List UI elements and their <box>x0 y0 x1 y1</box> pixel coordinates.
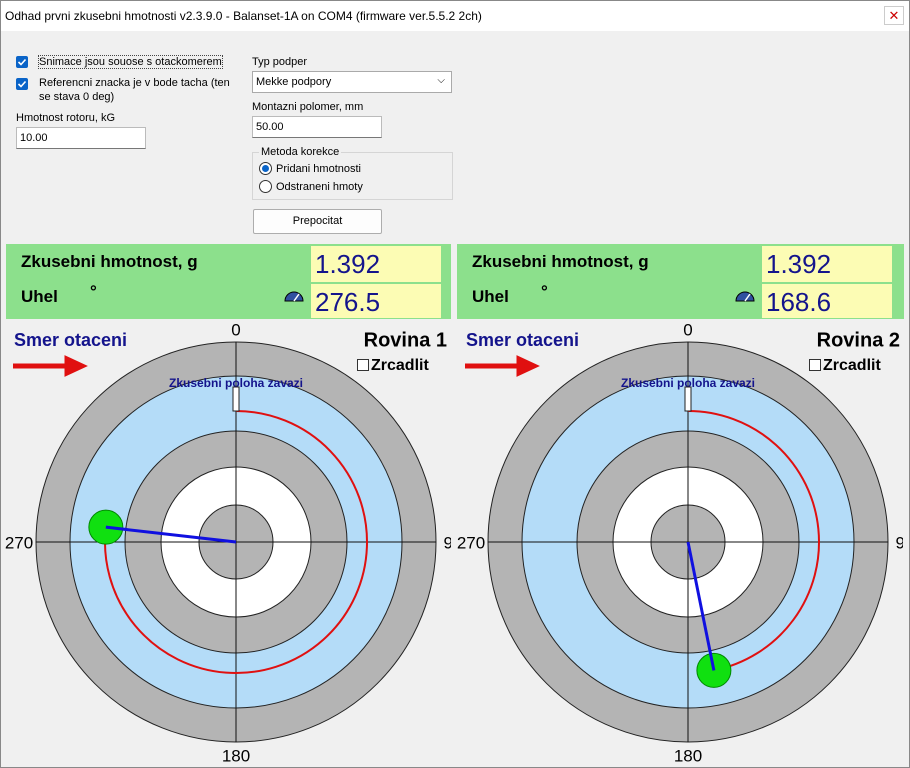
mirror-label: Zrcadlit <box>371 357 429 374</box>
weight-dot <box>88 509 124 545</box>
angle-tick-label: 270 <box>5 533 33 552</box>
angle-value: 168.6 <box>762 284 892 318</box>
plane-label: Rovina 2 <box>817 329 900 351</box>
radio-remove[interactable] <box>259 180 272 193</box>
angle-label: Uhel <box>472 287 509 306</box>
rotation-arc <box>687 410 820 672</box>
close-button[interactable]: ✕ <box>884 6 904 25</box>
zero-marker <box>684 386 692 412</box>
gauge-icon <box>284 289 304 302</box>
rotor-mass-input[interactable]: 10.00 <box>16 127 146 149</box>
angle-unit: ° <box>541 282 548 301</box>
angle-tick-label: 90 <box>444 533 451 552</box>
angle-tick-label: 180 <box>674 746 702 763</box>
angle-tick-label: 90 <box>896 533 903 552</box>
angle-label: Uhel <box>21 287 58 306</box>
mount-radius-label: Montazni polomer, mm <box>252 101 364 113</box>
angle-tick-label: 270 <box>457 533 485 552</box>
title-bar: Odhad prvni zkusebni hmotnosti v2.3.9.0 … <box>1 1 909 31</box>
weight-vector <box>686 541 716 671</box>
weight-dot <box>696 652 732 688</box>
mirror-checkbox[interactable] <box>357 359 369 371</box>
correction-label: Metoda korekce <box>259 146 342 158</box>
mass-label: Zkusebni hmotnost, g <box>472 252 649 271</box>
mount-radius-input[interactable]: 50.00 <box>252 116 382 138</box>
rotation-arrow <box>465 355 540 377</box>
rotation-arrow <box>13 355 88 377</box>
reference-checkbox[interactable] <box>16 78 28 90</box>
coaxial-label: Snimace jsou souose s otackomerem <box>38 55 223 69</box>
reference-label: se stava 0 deg) <box>39 91 115 103</box>
mirror-label: Zrcadlit <box>823 357 881 374</box>
mirror-checkbox[interactable] <box>809 359 821 371</box>
recalc-button[interactable]: Prepocitat <box>253 209 382 234</box>
gauge-icon <box>735 289 755 302</box>
position-label: Zkusebni poloha zavazi <box>169 376 303 390</box>
window-title: Odhad prvni zkusebni hmotnosti v2.3.9.0 … <box>5 9 482 23</box>
support-type-value: Mekke podpory <box>256 76 332 88</box>
weight-vector <box>105 525 237 544</box>
rotor-mass-label: Hmotnost rotoru, kG <box>16 112 116 124</box>
position-label: Zkusebni poloha zavazi <box>621 376 755 390</box>
angle-tick-label: 0 <box>231 323 240 339</box>
mass-value: 1.392 <box>762 246 892 282</box>
angle-unit: ° <box>90 282 97 301</box>
polar-chart: Smer otaceni Rovina 2 Zrcadlit 0 90 180 270 Zku… <box>457 323 903 763</box>
mass-label: Zkusebni hmotnost, g <box>21 252 198 271</box>
support-type-select[interactable]: Mekke podpory ⌵ <box>252 71 452 93</box>
zero-marker <box>232 386 240 412</box>
mass-value: 1.392 <box>311 246 441 282</box>
direction-label: Smer otaceni <box>14 330 127 350</box>
coaxial-checkbox[interactable] <box>16 56 28 68</box>
angle-value: 276.5 <box>311 284 441 318</box>
rotation-arc <box>104 410 368 674</box>
direction-label: Smer otaceni <box>466 330 579 350</box>
polar-chart: Smer otaceni Rovina 1 Zrcadlit 0 90 180 270 Zku… <box>5 323 451 763</box>
plane-label: Rovina 1 <box>364 329 447 351</box>
angle-tick-label: 0 <box>683 323 692 339</box>
radio-add-label: Pridani hmotnosti <box>276 163 361 175</box>
reference-label: Referencni znacka je v bode tacha (ten <box>39 77 230 89</box>
support-type-label: Typ podper <box>252 56 308 68</box>
correction-group <box>252 152 453 200</box>
angle-tick-label: 180 <box>222 746 250 763</box>
radio-add[interactable] <box>259 162 272 175</box>
radio-remove-label: Odstraneni hmoty <box>276 181 363 193</box>
